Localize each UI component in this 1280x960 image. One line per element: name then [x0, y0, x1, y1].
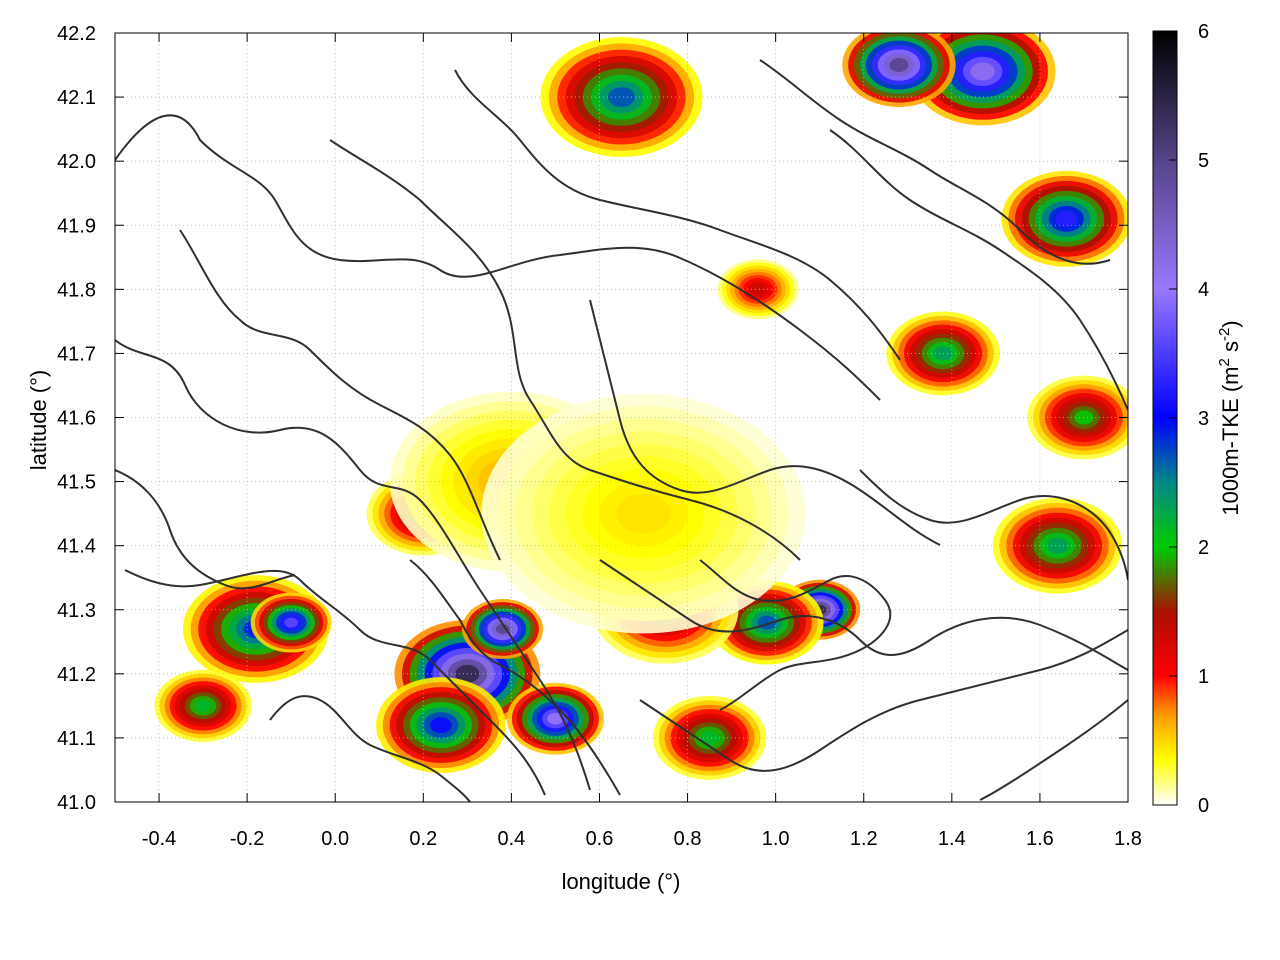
- colorbar-ticks: 0 1 2 3 4 5 6: [1169, 21, 1209, 817]
- y-tick-label: 42.0: [57, 151, 96, 173]
- x-axis-label: longitude (°): [562, 869, 681, 894]
- tke-feature: [652, 695, 767, 780]
- tke-feature: [462, 599, 544, 659]
- y-tick-label: 42.1: [57, 87, 96, 109]
- tke-contour-band: [616, 493, 671, 534]
- contour-line: [115, 469, 296, 590]
- tke-contour-band: [430, 717, 452, 734]
- contour-line: [759, 59, 1111, 265]
- tke-feature: [540, 37, 703, 157]
- tke-contour-band: [700, 730, 720, 745]
- contour-line: [859, 469, 1128, 581]
- tke-feature: [842, 33, 956, 107]
- tke-feature: [992, 497, 1123, 594]
- x-tick-label: 1.2: [850, 828, 878, 850]
- contour-line: [699, 559, 892, 711]
- y-tick-label: 41.1: [57, 728, 96, 750]
- tke-feature: [506, 682, 605, 755]
- y-tick-label: 41.8: [57, 279, 96, 301]
- contour-line: [115, 339, 591, 791]
- tke-contour-band: [194, 699, 212, 712]
- contour-line: [639, 629, 1128, 772]
- x-tick-label: 1.4: [938, 828, 966, 850]
- y-tick-label: 42.2: [57, 23, 96, 45]
- tke-feature: [154, 669, 252, 742]
- colorbar-tick-label: 5: [1198, 150, 1209, 172]
- contour-line: [329, 139, 801, 561]
- y-tick-label: 41.2: [57, 664, 96, 686]
- colorbar-tick-label: 4: [1198, 279, 1209, 301]
- y-tick-label: 41.5: [57, 472, 96, 494]
- contour-line: [979, 699, 1128, 801]
- y-tick-label: 41.6: [57, 408, 96, 430]
- axes: -0.4 -0.2 0.0 0.2 0.4 0.6 0.8 1.0 1.2 1.4 1.6 1.8 41…: [57, 23, 1142, 850]
- tke-contour-band: [495, 623, 510, 634]
- contour-line: [269, 695, 471, 802]
- grid: [115, 32, 1129, 803]
- colorbar-tick-label: 6: [1198, 21, 1209, 43]
- terrain-contours: [115, 59, 1128, 802]
- contour-line: [124, 569, 546, 796]
- x-tick-label: -0.4: [142, 828, 176, 850]
- tke-feature: [481, 393, 806, 634]
- tke-feature: [250, 592, 332, 653]
- contour-line: [115, 114, 881, 401]
- contour-line: [829, 129, 1128, 411]
- contour-line: [599, 559, 1128, 671]
- tke-feature: [1001, 170, 1128, 267]
- tke-contour-band: [284, 617, 298, 628]
- y-tick-label: 41.0: [57, 792, 96, 814]
- contour-line: [454, 69, 901, 361]
- x-tick-label: 1.0: [762, 828, 790, 850]
- tke-feature: [376, 677, 506, 774]
- colorbar-label: 1000m-TKE (m2 s-2): [1216, 320, 1243, 515]
- tke-contour-band: [1055, 210, 1078, 227]
- colorbar-tick-label: 0: [1198, 795, 1209, 817]
- y-tick-label: 41.7: [57, 343, 96, 365]
- colorbar-tick-label: 1: [1198, 666, 1209, 688]
- y-tick-label: 41.3: [57, 600, 96, 622]
- tke-contour-band: [970, 62, 995, 81]
- tke-contour-band: [1046, 537, 1069, 554]
- tke-contour-band: [547, 712, 564, 725]
- y-tick-label: 41.9: [57, 215, 96, 237]
- y-axis-label: latitude (°): [26, 370, 51, 471]
- tke-contour-band: [751, 284, 765, 295]
- x-tick-label: 0.4: [497, 828, 525, 850]
- x-tick-label: 0.2: [409, 828, 437, 850]
- x-tick-label: -0.2: [230, 828, 264, 850]
- x-tick-label: 0.8: [674, 828, 702, 850]
- colorbar-tick-label: 3: [1198, 408, 1209, 430]
- x-tick-label: 1.8: [1114, 828, 1142, 850]
- tke-feature: [717, 259, 799, 320]
- tke-contour-band: [607, 87, 636, 108]
- contour-line: [179, 229, 501, 561]
- x-tick-label: 0.0: [321, 828, 349, 850]
- contour-line: [589, 299, 941, 546]
- colorbar-tick-label: 2: [1198, 537, 1209, 559]
- y-tick-label: 41.4: [57, 536, 96, 558]
- x-tick-label: 1.6: [1026, 828, 1054, 850]
- contour-line: [409, 559, 621, 796]
- tke-contour-band: [889, 58, 909, 73]
- x-tick-label: 0.6: [586, 828, 614, 850]
